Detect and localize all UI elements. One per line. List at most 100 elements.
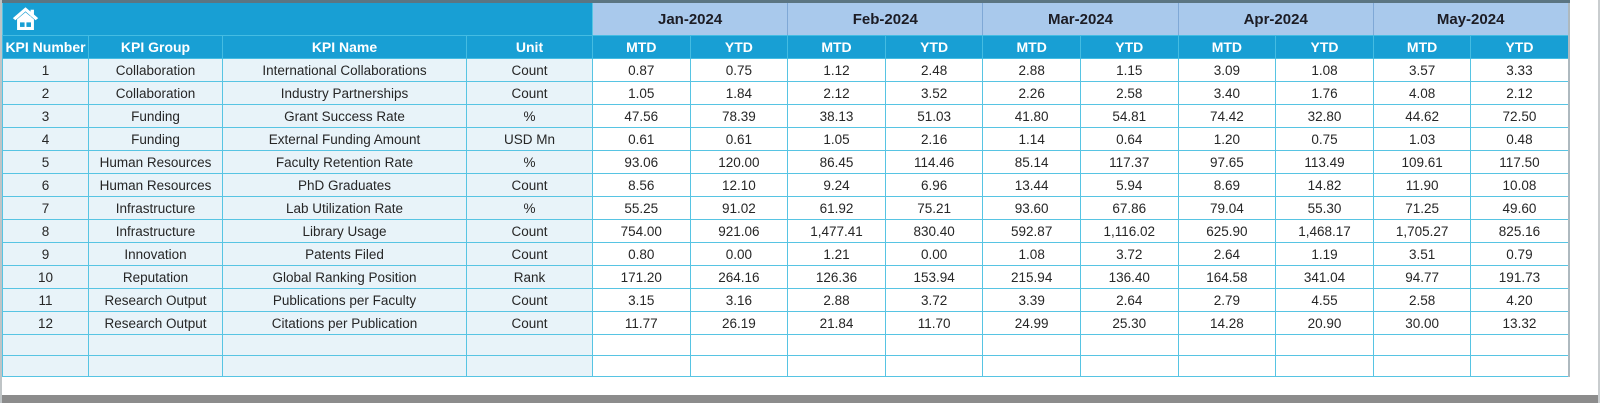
kpi-value-cell[interactable]: 30.00 [1372,311,1472,335]
kpi-value-cell[interactable]: 830.40 [884,219,984,243]
kpi-value-cell[interactable]: 191.73 [1470,265,1569,289]
kpi-value-cell[interactable]: 71.25 [1372,196,1472,220]
kpi-unit-cell[interactable]: Count [466,81,593,105]
kpi-value-cell[interactable]: 6.96 [884,173,984,197]
kpi-value-cell[interactable]: 126.36 [787,265,886,289]
kpi-value-cell[interactable]: 74.42 [1177,104,1277,128]
kpi-number-cell[interactable]: 1 [2,58,89,82]
kpi-unit-cell[interactable]: Count [466,242,593,266]
kpi-value-cell[interactable]: 13.44 [982,173,1081,197]
kpi-value-cell[interactable]: 117.50 [1470,150,1569,174]
kpi-value-cell[interactable]: 3.51 [1372,242,1472,266]
kpi-group-cell[interactable]: Reputation [88,265,223,289]
kpi-name-cell[interactable]: Lab Utilization Rate [222,196,467,220]
kpi-group-cell[interactable]: Infrastructure [88,196,223,220]
empty-value-cell[interactable] [982,334,1081,356]
kpi-unit-cell[interactable]: % [466,150,593,174]
kpi-value-cell[interactable]: 120.00 [689,150,789,174]
kpi-value-cell[interactable]: 51.03 [884,104,984,128]
kpi-value-cell[interactable]: 264.16 [689,265,789,289]
kpi-value-cell[interactable]: 3.52 [884,81,984,105]
kpi-name-cell[interactable]: External Funding Amount [222,127,467,151]
kpi-value-cell[interactable]: 44.62 [1372,104,1472,128]
kpi-value-cell[interactable]: 825.16 [1470,219,1569,243]
kpi-value-cell[interactable]: 3.57 [1372,58,1472,82]
kpi-value-cell[interactable]: 171.20 [592,265,691,289]
kpi-value-cell[interactable]: 113.49 [1275,150,1374,174]
kpi-group-cell[interactable]: Innovation [88,242,223,266]
kpi-value-cell[interactable]: 2.79 [1177,288,1277,312]
kpi-value-cell[interactable]: 215.94 [982,265,1081,289]
kpi-value-cell[interactable]: 341.04 [1275,265,1374,289]
kpi-value-cell[interactable]: 2.58 [1372,288,1472,312]
kpi-value-cell[interactable]: 14.82 [1275,173,1374,197]
kpi-value-cell[interactable]: 93.06 [592,150,691,174]
kpi-value-cell[interactable]: 38.13 [787,104,886,128]
kpi-value-cell[interactable]: 3.40 [1177,81,1277,105]
empty-value-cell[interactable] [689,355,789,377]
kpi-value-cell[interactable]: 2.64 [1079,288,1179,312]
kpi-value-cell[interactable]: 1.05 [787,127,886,151]
kpi-value-cell[interactable]: 1,477.41 [787,219,886,243]
kpi-value-cell[interactable]: 164.58 [1177,265,1277,289]
kpi-value-cell[interactable]: 0.64 [1079,127,1179,151]
kpi-value-cell[interactable]: 1,116.02 [1079,219,1179,243]
kpi-value-cell[interactable]: 1.03 [1372,127,1472,151]
kpi-value-cell[interactable]: 0.75 [1275,127,1374,151]
kpi-value-cell[interactable]: 55.30 [1275,196,1374,220]
kpi-value-cell[interactable]: 67.86 [1079,196,1179,220]
kpi-value-cell[interactable]: 1.12 [787,58,886,82]
kpi-value-cell[interactable]: 2.88 [982,58,1081,82]
kpi-value-cell[interactable]: 1.76 [1275,81,1374,105]
kpi-value-cell[interactable]: 8.56 [592,173,691,197]
kpi-value-cell[interactable]: 754.00 [592,219,691,243]
kpi-value-cell[interactable]: 1.08 [982,242,1081,266]
kpi-value-cell[interactable]: 3.16 [689,288,789,312]
kpi-value-cell[interactable]: 94.77 [1372,265,1472,289]
kpi-value-cell[interactable]: 1.21 [787,242,886,266]
empty-value-cell[interactable] [787,334,886,356]
kpi-value-cell[interactable]: 10.08 [1470,173,1569,197]
empty-value-cell[interactable] [1372,355,1472,377]
empty-value-cell[interactable] [1470,355,1569,377]
kpi-value-cell[interactable]: 4.20 [1470,288,1569,312]
empty-value-cell[interactable] [1177,334,1277,356]
empty-left-cell[interactable] [466,334,593,356]
kpi-value-cell[interactable]: 11.90 [1372,173,1472,197]
kpi-value-cell[interactable]: 47.56 [592,104,691,128]
kpi-number-cell[interactable]: 2 [2,81,89,105]
kpi-unit-cell[interactable]: % [466,104,593,128]
kpi-value-cell[interactable]: 49.60 [1470,196,1569,220]
kpi-value-cell[interactable]: 8.69 [1177,173,1277,197]
kpi-group-cell[interactable]: Funding [88,104,223,128]
kpi-number-cell[interactable]: 11 [2,288,89,312]
kpi-value-cell[interactable]: 55.25 [592,196,691,220]
kpi-number-cell[interactable]: 5 [2,150,89,174]
kpi-group-cell[interactable]: Infrastructure [88,219,223,243]
kpi-value-cell[interactable]: 114.46 [884,150,984,174]
kpi-group-cell[interactable]: Collaboration [88,81,223,105]
kpi-value-cell[interactable]: 14.28 [1177,311,1277,335]
kpi-value-cell[interactable]: 2.26 [982,81,1081,105]
kpi-value-cell[interactable]: 11.70 [884,311,984,335]
kpi-name-cell[interactable]: Library Usage [222,219,467,243]
kpi-value-cell[interactable]: 625.90 [1177,219,1277,243]
kpi-name-cell[interactable]: PhD Graduates [222,173,467,197]
kpi-unit-cell[interactable]: Count [466,311,593,335]
kpi-value-cell[interactable]: 1.84 [689,81,789,105]
kpi-unit-cell[interactable]: % [466,196,593,220]
kpi-value-cell[interactable]: 2.12 [1470,81,1569,105]
empty-value-cell[interactable] [884,334,984,356]
empty-value-cell[interactable] [1079,355,1179,377]
kpi-value-cell[interactable]: 85.14 [982,150,1081,174]
kpi-number-cell[interactable]: 4 [2,127,89,151]
kpi-value-cell[interactable]: 0.80 [592,242,691,266]
kpi-group-cell[interactable]: Funding [88,127,223,151]
kpi-group-cell[interactable]: Research Output [88,311,223,335]
kpi-value-cell[interactable]: 61.92 [787,196,886,220]
kpi-unit-cell[interactable]: Count [466,219,593,243]
kpi-number-cell[interactable]: 9 [2,242,89,266]
empty-left-cell[interactable] [88,355,223,377]
kpi-value-cell[interactable]: 0.61 [689,127,789,151]
kpi-value-cell[interactable]: 0.87 [592,58,691,82]
